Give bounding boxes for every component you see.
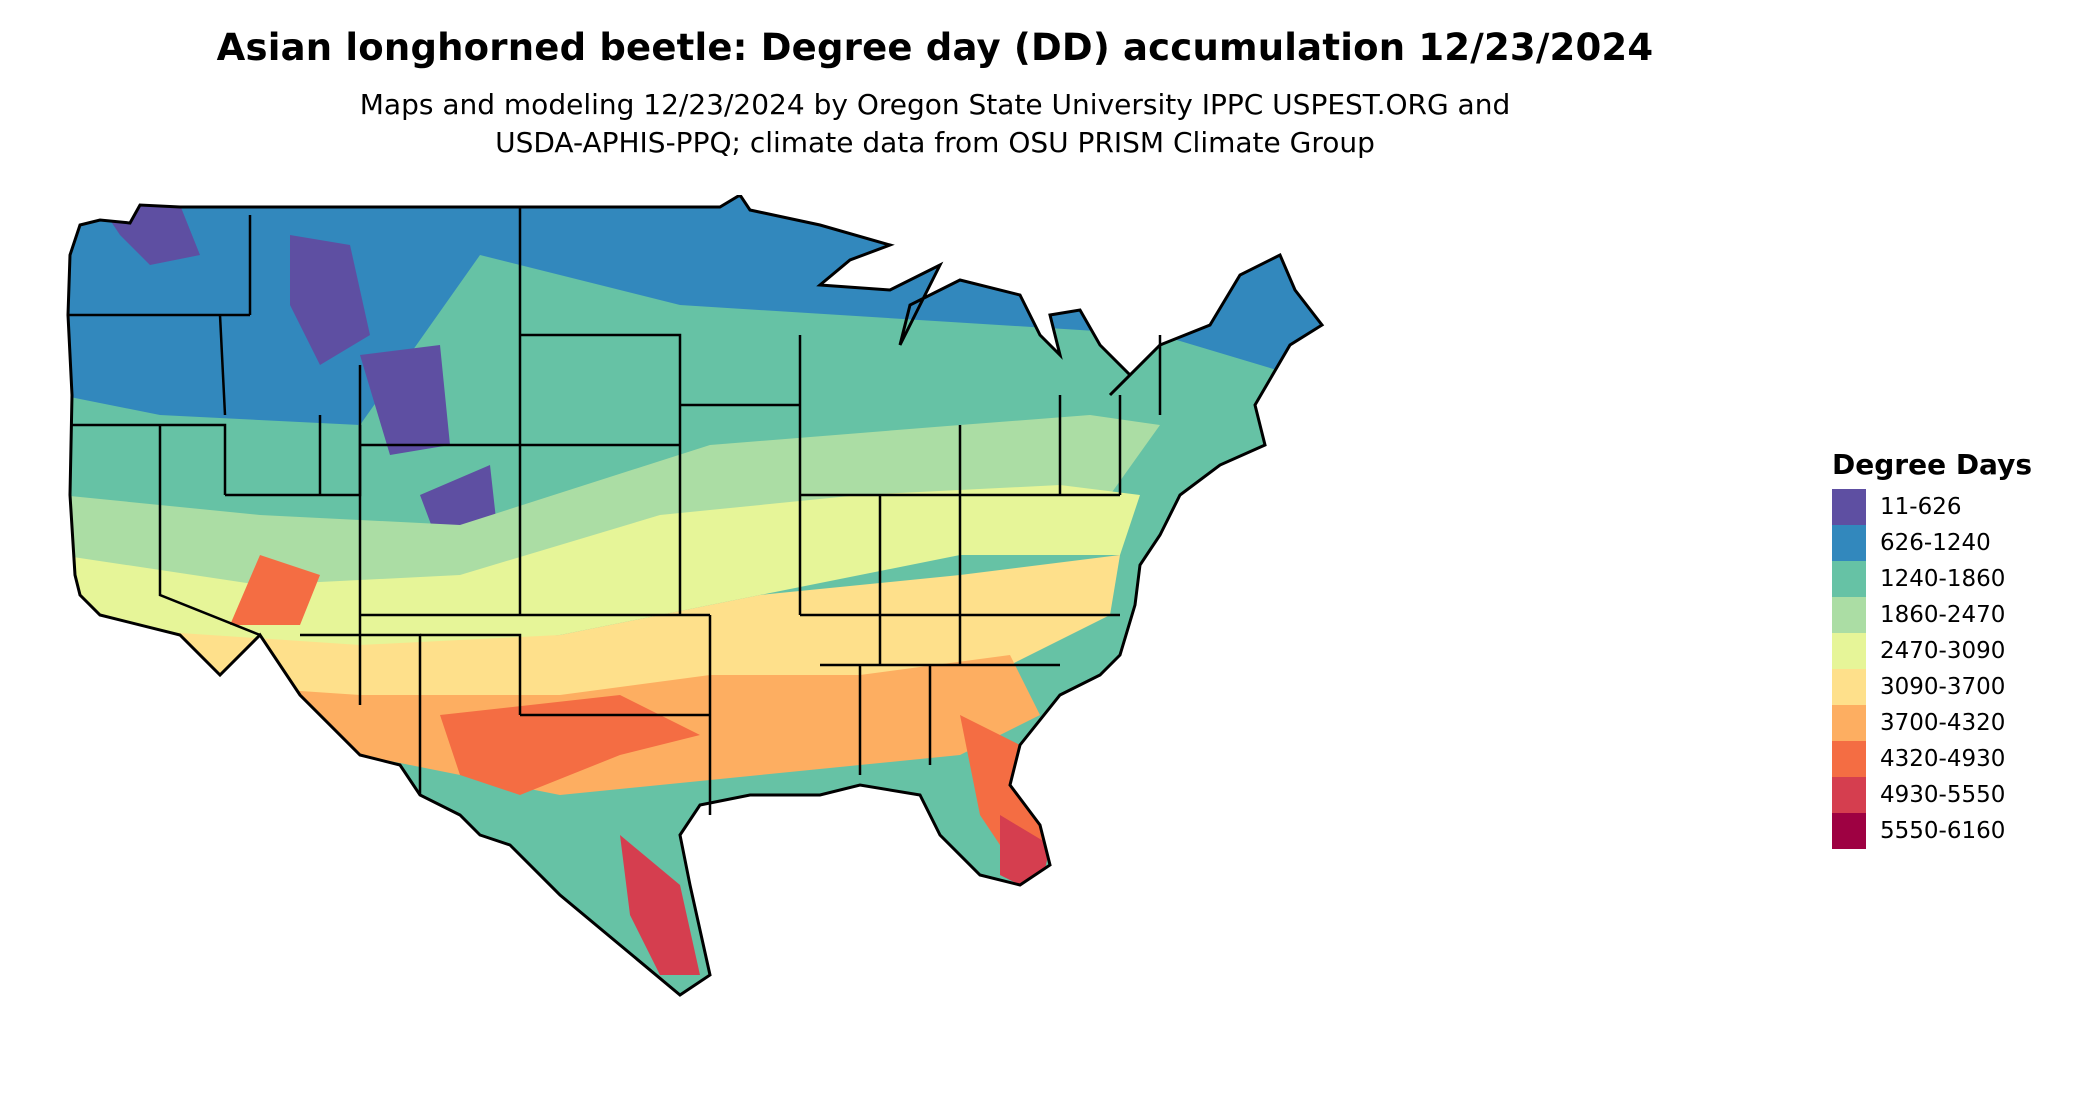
- legend-title: Degree Days: [1832, 448, 2033, 481]
- legend-swatch: [1832, 813, 1866, 849]
- legend-label: 3700-4320: [1880, 710, 2006, 736]
- legend-item: 626-1240: [1832, 525, 2032, 561]
- legend-item: 4320-4930: [1832, 741, 2032, 777]
- legend-item: 5550-6160: [1832, 813, 2032, 849]
- legend: Degree Days 11-626 626-1240 1240-1860 18…: [1832, 448, 2032, 849]
- legend-item: 3700-4320: [1832, 705, 2032, 741]
- us-map-svg: [66, 195, 1324, 997]
- legend-swatch: [1832, 561, 1866, 597]
- legend-label: 1860-2470: [1880, 602, 2006, 628]
- legend-item: 2470-3090: [1832, 633, 2032, 669]
- legend-label: 2470-3090: [1880, 638, 2006, 664]
- legend-swatch: [1832, 597, 1866, 633]
- subtitle-line-1: Maps and modeling 12/23/2024 by Oregon S…: [359, 88, 1511, 121]
- map-subtitle: Maps and modeling 12/23/2024 by Oregon S…: [0, 86, 1870, 162]
- legend-swatch: [1832, 633, 1866, 669]
- legend-label: 11-626: [1880, 494, 1962, 520]
- legend-swatch: [1832, 669, 1866, 705]
- legend-label: 5550-6160: [1880, 818, 2006, 844]
- degree-day-fill: [68, 195, 1322, 995]
- legend-swatch: [1832, 777, 1866, 813]
- degree-day-map: [60, 195, 1780, 1115]
- legend-swatch: [1832, 705, 1866, 741]
- legend-item: 11-626: [1832, 489, 2032, 525]
- legend-item: 1860-2470: [1832, 597, 2032, 633]
- subtitle-line-2: USDA-APHIS-PPQ; climate data from OSU PR…: [495, 126, 1375, 159]
- legend-label: 1240-1860: [1880, 566, 2006, 592]
- legend-swatch: [1832, 489, 1866, 525]
- legend-item: 1240-1860: [1832, 561, 2032, 597]
- legend-swatch: [1832, 741, 1866, 777]
- state-borders: [68, 207, 1162, 815]
- legend-label: 626-1240: [1880, 530, 1991, 556]
- legend-label: 3090-3700: [1880, 674, 2006, 700]
- map-title: Asian longhorned beetle: Degree day (DD)…: [216, 26, 1654, 69]
- legend-item: 3090-3700: [1832, 669, 2032, 705]
- legend-items: 11-626 626-1240 1240-1860 1860-2470 2470…: [1832, 489, 2032, 849]
- legend-swatch: [1832, 525, 1866, 561]
- legend-label: 4930-5550: [1880, 782, 2006, 808]
- legend-item: 4930-5550: [1832, 777, 2032, 813]
- legend-label: 4320-4930: [1880, 746, 2006, 772]
